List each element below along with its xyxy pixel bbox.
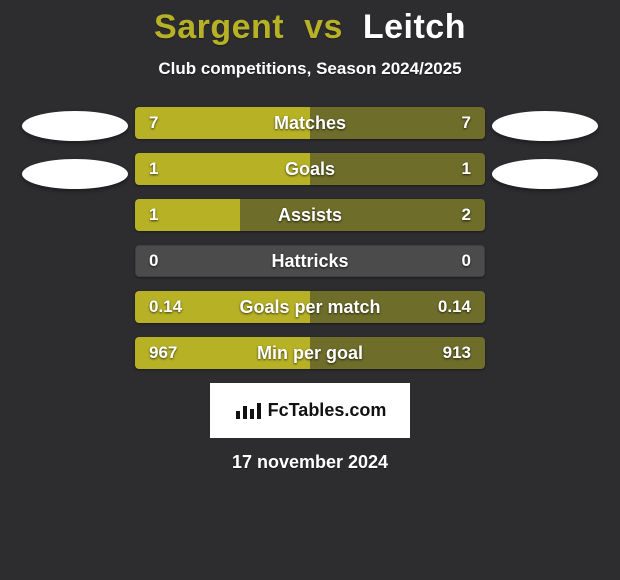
bar-top [135,107,310,139]
stat-row: 11Goals [135,153,485,185]
page-title: Sargent vs Leitch [0,8,620,47]
right-badge-column [485,107,605,189]
bar-base [135,245,485,277]
stat-row: 967913Min per goal [135,337,485,369]
bar-top [135,153,310,185]
left-badge-column [15,107,135,189]
bar-top [135,291,310,323]
stat-row: 0.140.14Goals per match [135,291,485,323]
stat-bars: 77Matches 11Goals 12Assists 00Hattricks 0.14… [135,107,485,369]
chart-icon [234,401,262,421]
badge-placeholder [22,111,128,141]
badge-placeholder [492,159,598,189]
stat-row: 00Hattricks [135,245,485,277]
branding-badge: FcTables.com [210,383,410,438]
stat-row: 12Assists [135,199,485,231]
bar-top [135,199,240,231]
subtitle: Club competitions, Season 2024/2025 [0,59,620,79]
branding-text: FcTables.com [268,400,387,421]
bar-top [135,337,310,369]
badge-placeholder [492,111,598,141]
player-right-name: Leitch [363,8,466,46]
snapshot-date: 17 november 2024 [0,452,620,473]
badge-placeholder [22,159,128,189]
stat-row: 77Matches [135,107,485,139]
player-left-name: Sargent [154,8,284,46]
vs-text: vs [304,8,343,46]
stats-area: 77Matches 11Goals 12Assists 00Hattricks 0.14… [0,107,620,369]
comparison-card: Sargent vs Leitch Club competitions, Sea… [0,0,620,473]
